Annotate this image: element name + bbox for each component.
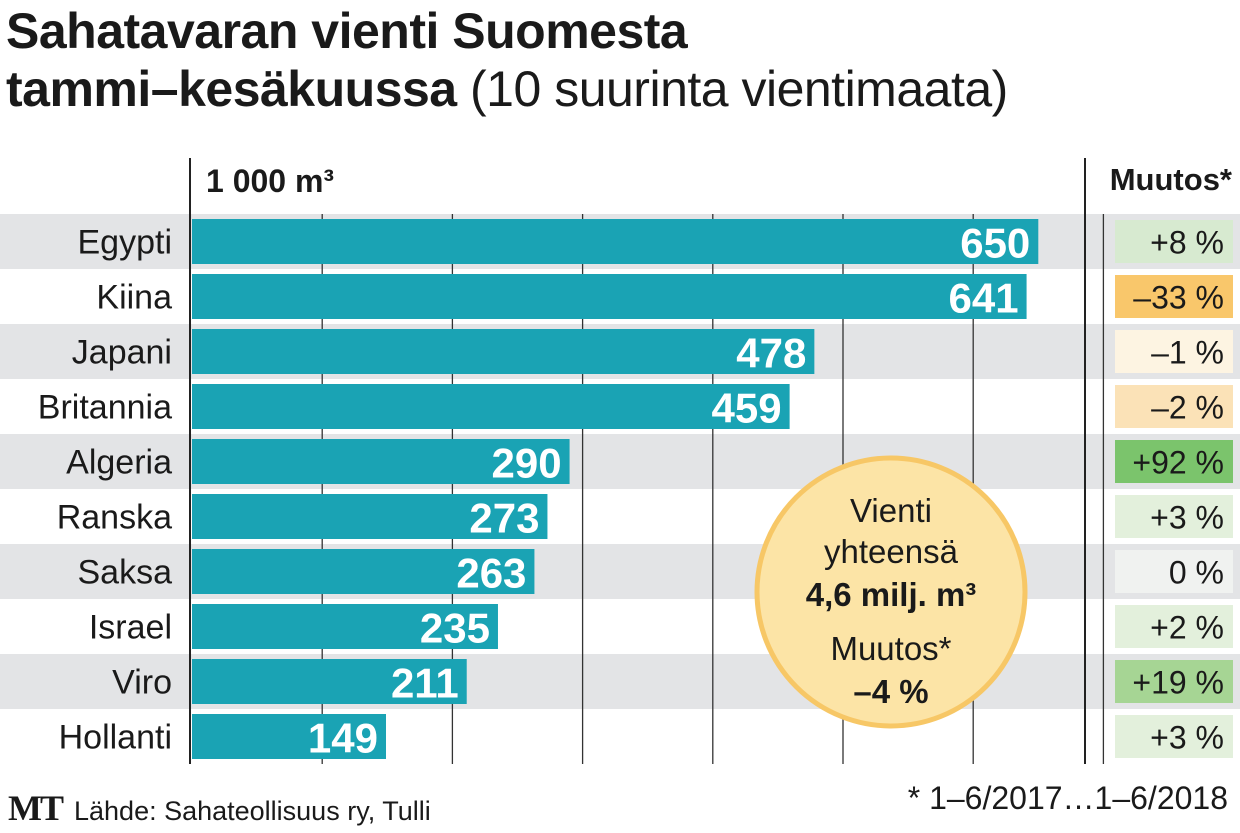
bar-value-label: 478 [736, 330, 806, 377]
change-cell [1115, 605, 1233, 648]
change-cell [1115, 330, 1233, 373]
bar-value-label: 641 [949, 275, 1019, 322]
bar [192, 439, 570, 484]
summary-line-2: yhteensä [824, 533, 959, 570]
bar-value-label: 290 [492, 440, 562, 487]
change-label: –33 % [1133, 280, 1224, 316]
bars: 650 641 478 459 290 273 263 235 211 149 [192, 219, 1039, 762]
bar-chart: 650 641 478 459 290 273 263 235 211 149 Egypti Kii… [0, 158, 1240, 764]
summary-line-1: Vienti [850, 492, 932, 529]
title-line-2: tammi–kesäkuussa [6, 61, 457, 117]
bar [192, 494, 548, 539]
bar-value-label: 211 [391, 660, 459, 707]
change-cell [1115, 550, 1233, 593]
change-cell [1115, 660, 1233, 703]
bar-value-label: 273 [469, 495, 539, 542]
change-cell [1115, 220, 1233, 263]
change-label: +3 % [1150, 500, 1224, 536]
bar-value-label: 650 [960, 220, 1030, 267]
bar [192, 549, 535, 594]
change-label: +3 % [1150, 720, 1224, 756]
bar [192, 219, 1039, 264]
category-label: Kiina [96, 279, 172, 317]
change-header: Muutos* [1110, 162, 1233, 197]
category-label: Israel [89, 609, 172, 647]
change-cell [1115, 495, 1233, 538]
change-cell [1115, 275, 1233, 318]
category-labels: Egypti Kiina Japani Britannia Algeria Ranska S… [38, 224, 172, 757]
change-cell [1115, 715, 1233, 758]
bar [192, 384, 790, 429]
category-label: Ranska [57, 499, 172, 537]
change-label: –1 % [1151, 335, 1224, 371]
title-line-1: Sahatavaran vienti Suomesta [6, 3, 688, 59]
summary-change-label: Muutos* [830, 630, 951, 667]
change-column: +8 % –33 % –1 % –2 % +92 % +3 % 0 % +2 % +19 % +3… [1115, 220, 1233, 758]
change-label: 0 % [1169, 555, 1224, 591]
bar-value-label: 149 [308, 715, 378, 762]
chart-subtitle: (10 suurinta vientimaata) [470, 61, 1008, 117]
bar [192, 604, 498, 649]
unit-label: 1 000 m³ [206, 163, 334, 199]
bar [192, 274, 1027, 319]
category-label: Egypti [78, 224, 173, 262]
category-label: Viro [112, 664, 172, 702]
change-label: –2 % [1151, 390, 1224, 426]
change-cell [1115, 440, 1233, 483]
category-label: Saksa [78, 554, 173, 592]
category-label: Algeria [66, 444, 172, 482]
category-label: Japani [72, 334, 172, 372]
change-label: +19 % [1132, 665, 1224, 701]
change-cell [1115, 385, 1233, 428]
row-band [0, 544, 1240, 599]
change-label: +8 % [1150, 225, 1224, 261]
period-note: * 1–6/2017…1–6/2018 [907, 780, 1228, 816]
row-band [0, 434, 1240, 489]
summary-change-value: –4 % [853, 673, 928, 710]
summary-circle-bg [754, 455, 1028, 729]
bar-value-label: 459 [712, 385, 782, 432]
bar-value-label: 235 [420, 605, 490, 652]
summary-circle: Vienti yhteensä 4,6 milj. m³ Muutos* –4 … [754, 455, 1028, 729]
source-text: Lähde: Sahateollisuus ry, Tulli [74, 796, 431, 826]
source-line: MT Lähde: Sahateollisuus ry, Tulli [8, 788, 431, 831]
bar-value-label: 263 [456, 550, 526, 597]
mt-logo: MT [8, 788, 64, 828]
bar [192, 329, 815, 374]
bar [192, 659, 467, 704]
change-label: +2 % [1150, 610, 1224, 646]
category-label: Britannia [38, 389, 172, 427]
category-label: Hollanti [59, 719, 172, 757]
bar [192, 714, 386, 759]
change-label: +92 % [1132, 445, 1224, 481]
summary-total: 4,6 milj. m³ [806, 576, 977, 613]
chart-title: Sahatavaran vienti Suomesta tammi–kesäku… [6, 2, 1008, 118]
row-band [0, 654, 1240, 709]
